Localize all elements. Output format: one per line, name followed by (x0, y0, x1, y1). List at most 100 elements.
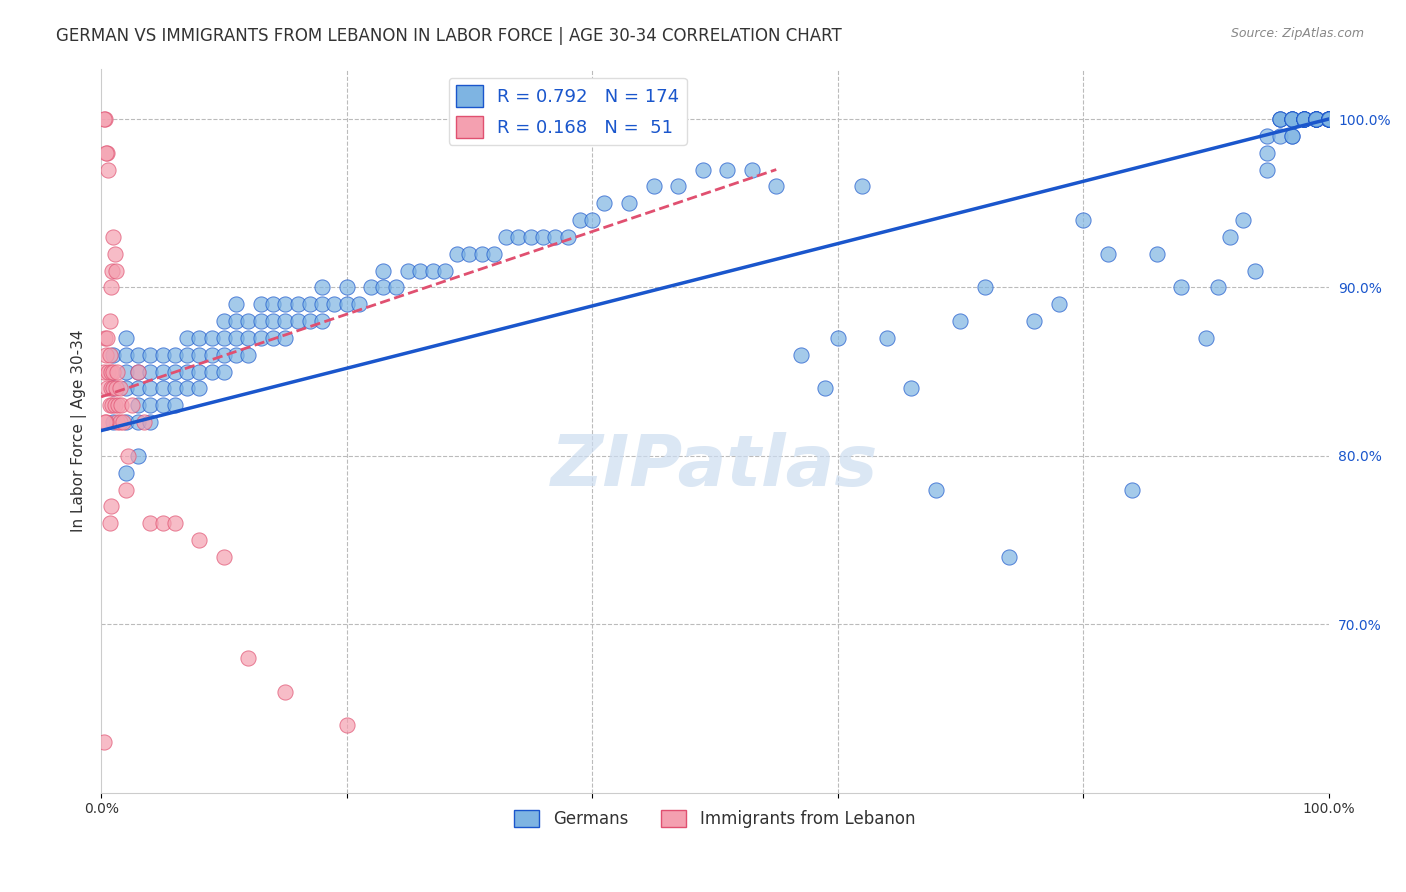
Point (1305, 112, 1327, 126)
Point (212, 314, 235, 328)
Point (163, 516, 186, 531)
Point (1317, 112, 1340, 126)
Point (1256, 128, 1278, 143)
Point (741, 162, 763, 177)
Point (94, 415, 117, 429)
Point (104, 398, 127, 412)
Point (262, 297, 284, 311)
Point (311, 297, 333, 311)
Point (104, 246, 127, 260)
Point (373, 263, 395, 277)
Point (104, 382, 127, 396)
Point (105, 365, 128, 379)
Point (311, 280, 333, 294)
Point (1281, 112, 1303, 126)
Point (1305, 112, 1327, 126)
Point (1294, 112, 1316, 126)
Point (152, 382, 174, 396)
Point (1268, 112, 1291, 126)
Point (97, 162, 120, 177)
Point (1256, 145, 1278, 160)
Point (1317, 112, 1340, 126)
Point (1294, 112, 1316, 126)
Point (103, 348, 125, 362)
Point (519, 230, 541, 244)
Point (225, 297, 247, 311)
Point (1256, 162, 1278, 177)
Point (1281, 112, 1303, 126)
Point (1317, 112, 1340, 126)
Point (212, 348, 235, 362)
Point (100, 382, 122, 396)
Point (1022, 314, 1045, 328)
Point (1317, 112, 1340, 126)
Point (201, 348, 224, 362)
Point (96, 145, 118, 160)
Point (139, 516, 162, 531)
Point (98, 398, 121, 412)
Point (94, 348, 117, 362)
Point (108, 382, 131, 396)
Point (94, 331, 117, 345)
Point (201, 365, 224, 379)
Point (225, 331, 247, 345)
Point (1294, 112, 1316, 126)
Point (201, 331, 224, 345)
Point (114, 331, 136, 345)
Point (323, 297, 346, 311)
Point (188, 533, 211, 547)
Point (132, 415, 155, 429)
Text: Source: ZipAtlas.com: Source: ZipAtlas.com (1230, 27, 1364, 40)
Point (1317, 112, 1340, 126)
Point (152, 398, 174, 412)
Point (176, 365, 198, 379)
Point (93, 365, 115, 379)
Point (336, 297, 359, 311)
Point (1206, 280, 1229, 294)
Point (163, 398, 186, 412)
Point (96, 331, 118, 345)
Point (1097, 246, 1119, 260)
Point (114, 348, 136, 362)
Point (1281, 128, 1303, 143)
Point (274, 297, 297, 311)
Point (287, 297, 309, 311)
Point (238, 651, 260, 665)
Point (274, 314, 297, 328)
Point (482, 246, 505, 260)
Point (1305, 112, 1327, 126)
Point (274, 331, 297, 345)
Point (100, 500, 122, 514)
Point (373, 280, 395, 294)
Point (163, 348, 186, 362)
Point (127, 449, 149, 463)
Point (384, 280, 406, 294)
Point (1317, 112, 1340, 126)
Point (1071, 213, 1094, 227)
Y-axis label: In Labor Force | Age 30-34: In Labor Force | Age 30-34 (72, 329, 87, 532)
Legend: Germans, Immigrants from Lebanon: Germans, Immigrants from Lebanon (508, 804, 922, 835)
Point (446, 246, 468, 260)
Point (1170, 280, 1192, 294)
Point (93, 735, 115, 749)
Point (225, 314, 247, 328)
Point (814, 382, 837, 396)
Point (396, 263, 419, 277)
Point (152, 516, 174, 531)
Point (114, 415, 136, 429)
Point (93, 112, 115, 126)
Point (101, 263, 124, 277)
Point (336, 280, 359, 294)
Point (1317, 112, 1340, 126)
Point (98, 516, 121, 531)
Point (1305, 112, 1327, 126)
Point (1268, 112, 1291, 126)
Point (998, 549, 1021, 564)
Point (581, 213, 603, 227)
Text: GERMAN VS IMMIGRANTS FROM LEBANON IN LABOR FORCE | AGE 30-34 CORRELATION CHART: GERMAN VS IMMIGRANTS FROM LEBANON IN LAB… (56, 27, 842, 45)
Point (508, 230, 530, 244)
Point (790, 348, 813, 362)
Point (311, 314, 333, 328)
Point (1232, 213, 1254, 227)
Point (108, 415, 131, 429)
